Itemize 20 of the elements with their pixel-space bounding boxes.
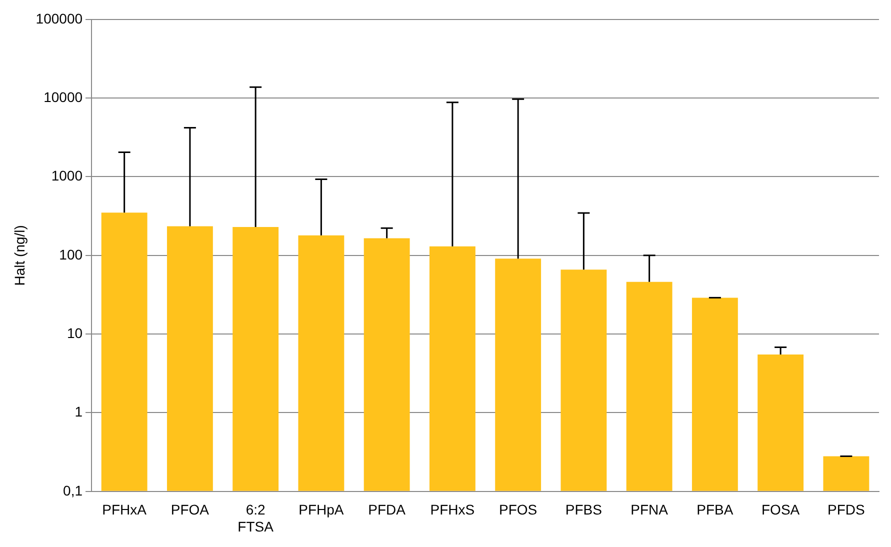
y-tick-label: 100 [59, 246, 83, 262]
y-tick-label: 0,1 [63, 482, 83, 498]
x-tick-label: PFDA [368, 502, 406, 518]
y-axis-title: Halt (ng/l) [11, 225, 28, 286]
y-tick-label: 10 [66, 324, 83, 341]
x-tick-label: PFDS [828, 502, 865, 518]
x-tick-label: PFBA [696, 502, 734, 518]
x-tick-label: PFOA [170, 502, 210, 518]
x-tick-label: PFHpA [298, 502, 344, 518]
y-tick-label: 10000 [44, 88, 83, 105]
x-tick-label: FOSA [762, 502, 800, 518]
y-tick-label: 1 [74, 404, 83, 420]
y-tick-label: 100000 [36, 10, 83, 26]
y-tick-label: 1000 [51, 168, 83, 184]
x-tick-label: PFOS [499, 502, 538, 518]
x-tick-label: PFHxA [102, 502, 148, 518]
x-tick-label: PFNA [630, 502, 669, 518]
x-tick-label: 6:2 FTSA [238, 502, 274, 534]
x-tick-label: PFHxS [430, 502, 475, 518]
x-tick-label: PFBS [565, 502, 602, 518]
